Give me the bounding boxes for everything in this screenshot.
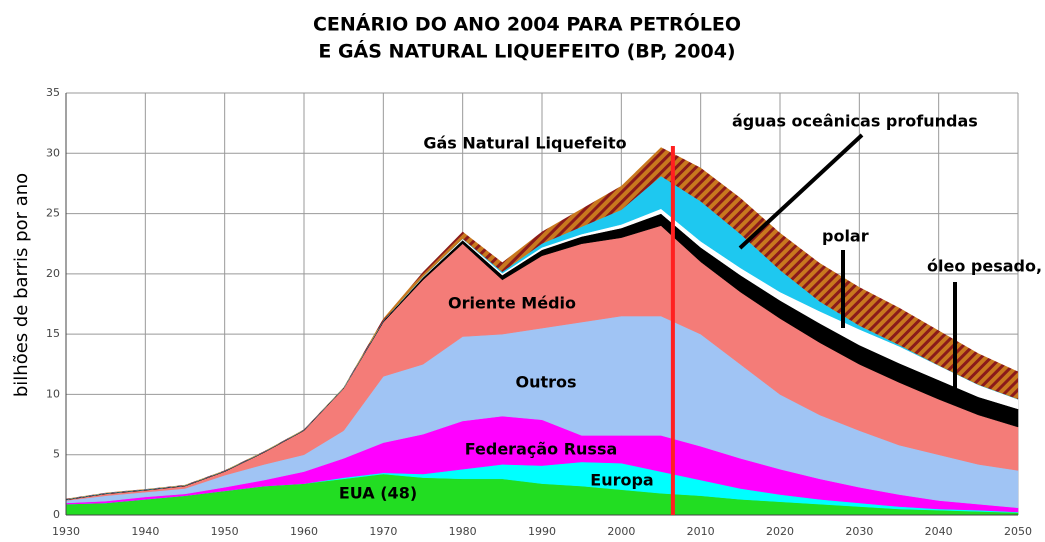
x-tick-label: 2000 bbox=[607, 525, 635, 538]
y-tick-label: 20 bbox=[46, 267, 60, 280]
y-tick-label: 0 bbox=[53, 508, 60, 521]
series-label: polar bbox=[822, 227, 869, 246]
x-tick-label: 2040 bbox=[925, 525, 953, 538]
x-tick-label: 2050 bbox=[1004, 525, 1032, 538]
series-label: Outros bbox=[515, 373, 576, 392]
leader-line bbox=[738, 133, 864, 250]
series-label: Europa bbox=[590, 471, 653, 490]
series-label: EUA (48) bbox=[339, 484, 417, 503]
x-tick-label: 1980 bbox=[449, 525, 477, 538]
x-tick-label: 1930 bbox=[52, 525, 80, 538]
series-label: Oriente Médio bbox=[448, 294, 576, 313]
x-tick-label: 2030 bbox=[845, 525, 873, 538]
area bbox=[66, 147, 1018, 500]
y-axis-label: bilhões de barris por ano bbox=[11, 173, 32, 397]
chart-title: CENÁRIO DO ANO 2004 PARA PETRÓLEO bbox=[313, 12, 741, 36]
x-tick-label: 1970 bbox=[369, 525, 397, 538]
x-tick-label: 1940 bbox=[131, 525, 159, 538]
y-tick-label: 15 bbox=[46, 327, 60, 340]
series-label: Gás Natural Liquefeito bbox=[423, 134, 626, 153]
y-tick-label: 30 bbox=[46, 146, 60, 159]
y-tick-label: 35 bbox=[46, 86, 60, 99]
x-tick-label: 1960 bbox=[290, 525, 318, 538]
y-tick-label: 25 bbox=[46, 207, 60, 220]
y-tick-label: 5 bbox=[53, 448, 60, 461]
x-tick-label: 2020 bbox=[766, 525, 794, 538]
series-label: águas oceânicas profundas bbox=[732, 112, 978, 131]
series-label: óleo pesado, etc. bbox=[927, 257, 1045, 276]
chart-title: E GÁS NATURAL LIQUEFEITO (BP, 2004) bbox=[318, 40, 735, 63]
x-tick-label: 1990 bbox=[528, 525, 556, 538]
series-label: Federação Russa bbox=[465, 440, 618, 459]
x-tick-label: 1950 bbox=[211, 525, 239, 538]
x-tick-label: 2010 bbox=[687, 525, 715, 538]
y-tick-label: 10 bbox=[46, 387, 60, 400]
